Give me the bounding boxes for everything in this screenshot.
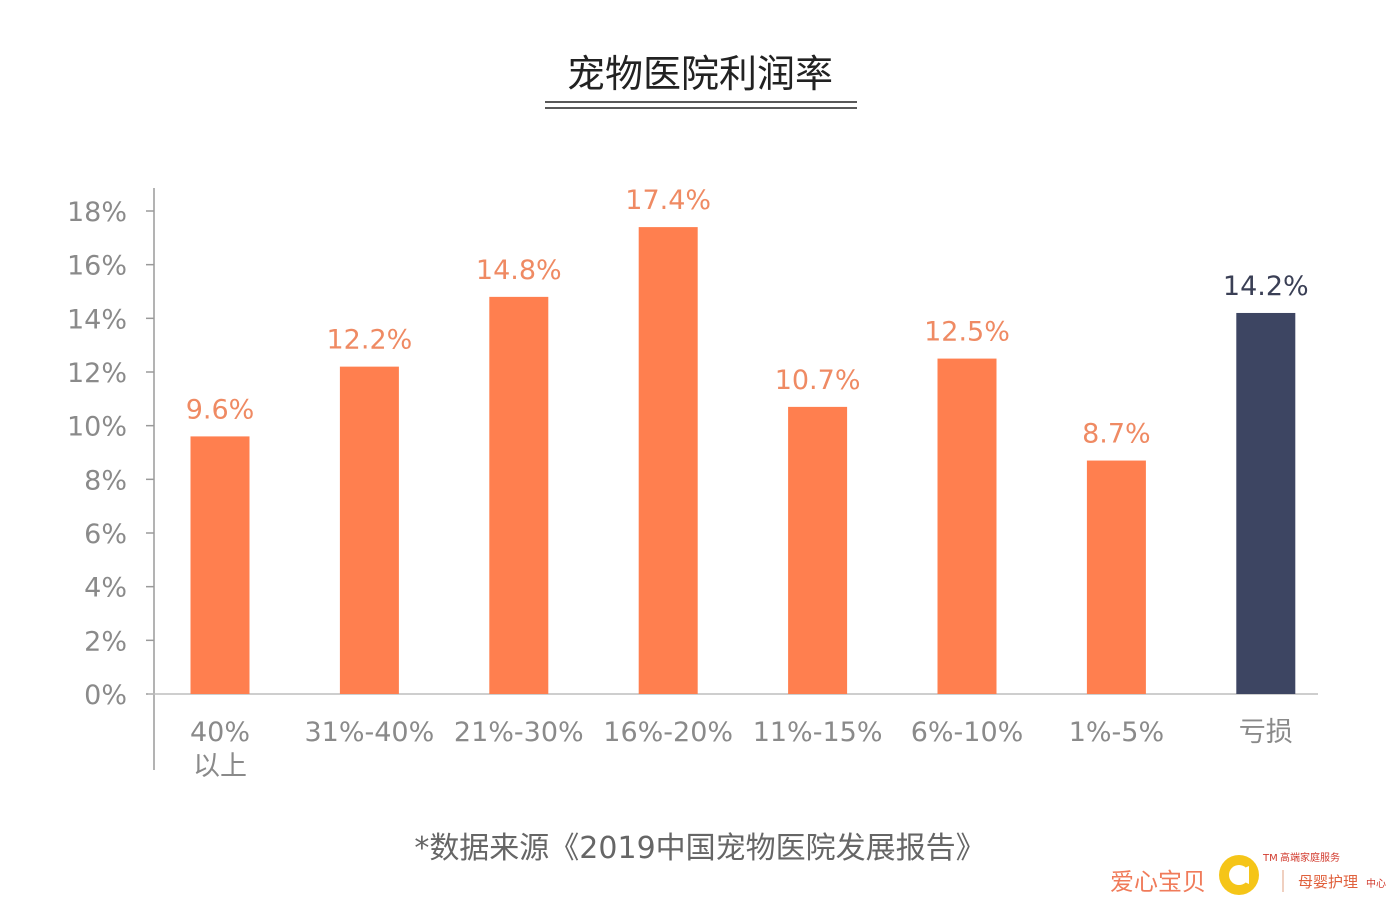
bar — [339, 366, 399, 694]
y-tick-label: 16% — [67, 251, 127, 282]
bar — [489, 296, 549, 694]
y-ticks: 0% 2% 4% 6% 8% 10% 12% 14% 16% 18% — [67, 197, 154, 711]
watermark-tagline: 高端家庭服务 — [1280, 851, 1340, 864]
data-label: 10.7% — [775, 365, 861, 396]
data-label: 14.2% — [1223, 271, 1309, 302]
chart-title-text: 宠物医院利润率 — [567, 52, 833, 96]
source-note: *数据来源《2019中国宠物医院发展报告》 — [414, 831, 985, 866]
data-label: 17.4% — [625, 185, 711, 216]
data-label: 12.5% — [924, 317, 1010, 348]
data-labels: 9.6% 12.2% 14.8% 17.4% 10.7% 12.5% 8.7% 14.2% — [186, 185, 1309, 449]
bar — [788, 406, 848, 694]
y-tick-label: 2% — [84, 626, 127, 657]
bar — [638, 227, 698, 694]
x-tick-label: 亏损 — [1239, 717, 1293, 748]
y-tick-label: 0% — [84, 680, 127, 711]
watermark-brand: 爱心宝贝 — [1110, 868, 1206, 896]
x-tick-label: 16%-20% — [603, 717, 733, 748]
y-tick-label: 8% — [84, 465, 127, 496]
x-tick-label: 21%-30% — [454, 717, 584, 748]
y-tick-label: 12% — [67, 358, 127, 389]
bar — [1086, 460, 1146, 694]
data-label: 14.8% — [476, 255, 562, 286]
x-labels: 40%以上 31%-40% 21%-30% 16%-20% 11%-15% 6%-10% 1… — [190, 717, 1293, 782]
x-tick-label: 31%-40% — [305, 717, 435, 748]
bar — [937, 358, 997, 694]
data-label: 8.7% — [1082, 419, 1151, 450]
watermark-logo-icon — [1219, 855, 1259, 895]
chart-title: 宠物医院利润率 — [545, 52, 857, 109]
y-tick-label: 18% — [67, 197, 127, 228]
bars — [190, 227, 1296, 694]
bar — [1236, 312, 1296, 694]
x-tick-label: 1%-5% — [1069, 717, 1164, 748]
watermark-subtitle-small: 中心 — [1366, 877, 1386, 890]
y-tick-label: 14% — [67, 304, 127, 335]
y-tick-label: 10% — [67, 412, 127, 443]
data-label: 12.2% — [327, 325, 413, 356]
bar — [190, 436, 250, 694]
watermark-trademark: TM — [1262, 853, 1278, 864]
x-tick-label: 40% — [190, 717, 250, 748]
y-axis: 0% 2% 4% 6% 8% 10% 12% 14% 16% 18% — [67, 188, 155, 770]
y-tick-label: 6% — [84, 519, 127, 550]
x-tick-label: 6%-10% — [911, 717, 1024, 748]
watermark-subtitle: 母婴护理 — [1298, 873, 1358, 891]
x-tick-label: 11%-15% — [753, 717, 883, 748]
x-tick-label: 以上 — [193, 751, 247, 782]
y-tick-label: 4% — [84, 573, 127, 604]
watermark: 爱心宝贝 TM 高端家庭服务 母婴护理 中心 — [1110, 851, 1386, 896]
data-label: 9.6% — [186, 394, 255, 425]
